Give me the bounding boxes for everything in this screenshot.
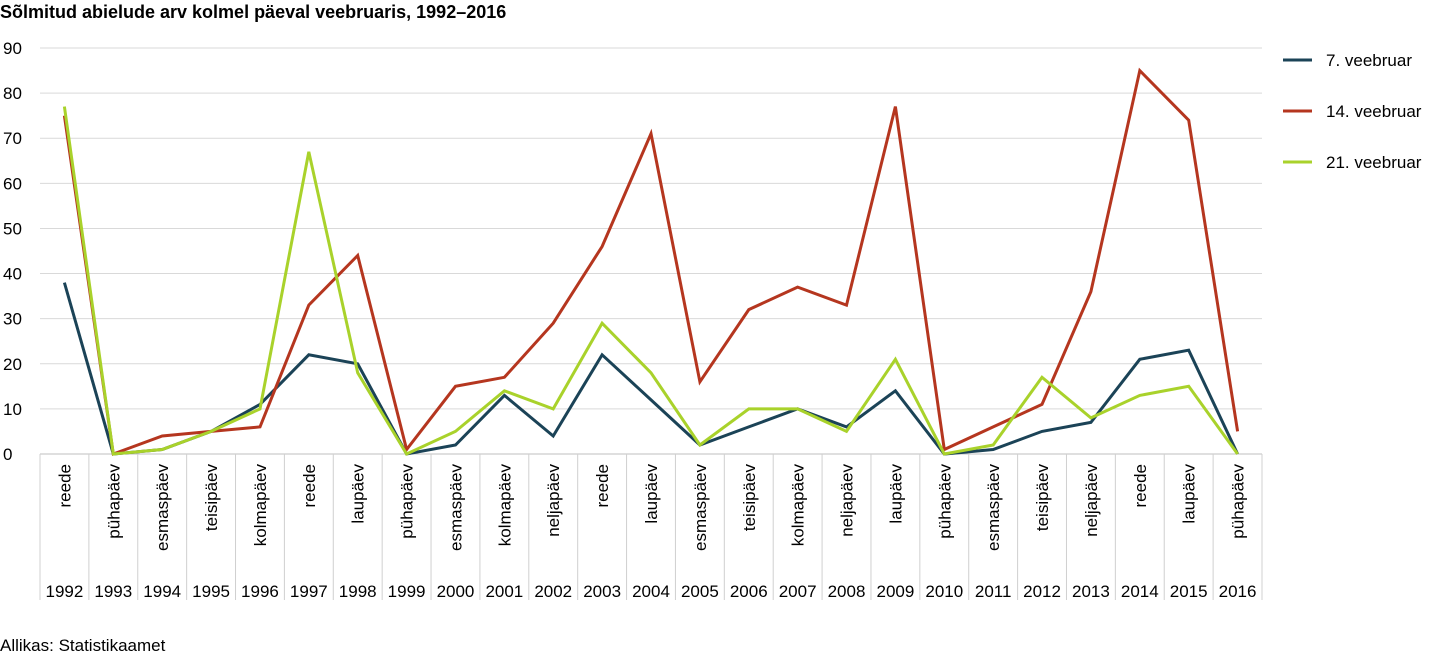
year-label: 2011 [975, 582, 1012, 601]
y-tick-label: 30 [3, 310, 22, 329]
year-label: 2002 [534, 582, 572, 601]
weekday-label: reede [300, 464, 319, 507]
y-tick-label: 90 [3, 39, 22, 58]
weekday-label: laupäev [642, 464, 661, 524]
weekday-label: pühapäev [1229, 464, 1248, 539]
grid [40, 47, 1262, 410]
weekday-label: pühapäev [935, 464, 954, 539]
series-lines [62, 67, 1240, 457]
weekday-label: reede [55, 464, 74, 507]
year-label: 1995 [192, 582, 230, 601]
year-label: 1994 [143, 582, 181, 601]
year-label: 2000 [437, 582, 475, 601]
y-tick-label: 10 [3, 400, 22, 419]
legend: 7. veebruar 14. veebruar 21. veebruar [1283, 51, 1422, 172]
year-label: 2014 [1121, 582, 1159, 601]
year-label: 1996 [241, 582, 279, 601]
weekday-label: pühapäev [104, 464, 123, 539]
weekday-label: reede [593, 464, 612, 507]
series-line-2 [62, 67, 1240, 457]
y-axis: 0 10 20 30 40 50 60 70 80 90 [3, 39, 22, 464]
year-label: 2006 [730, 582, 768, 601]
year-label: 2016 [1219, 582, 1257, 601]
weekday-label: esmaspäev [153, 464, 172, 551]
weekday-label: esmaspäev [446, 464, 465, 551]
weekday-label: laupäev [886, 464, 905, 524]
year-label: 2009 [876, 582, 914, 601]
weekday-label: teisipäev [202, 464, 221, 532]
y-tick-label: 70 [3, 129, 22, 148]
chart-title: Sõlmitud abielude arv kolmel päeval veeb… [0, 2, 507, 22]
year-label: 2010 [925, 582, 963, 601]
weekday-label: laupäev [349, 464, 368, 524]
year-label: 2012 [1023, 582, 1061, 601]
year-label: 2015 [1170, 582, 1208, 601]
y-tick-label: 0 [3, 445, 12, 464]
weekday-label: pühapäev [398, 464, 417, 539]
weekday-label: reede [1131, 464, 1150, 507]
weekday-label: kolmapäev [495, 464, 514, 547]
weekday-label: kolmapäev [789, 464, 808, 547]
year-label: 2005 [681, 582, 719, 601]
weekday-label: teisipäev [740, 464, 759, 532]
weekday-label: kolmapäev [251, 464, 270, 547]
year-label: 1992 [46, 582, 84, 601]
y-tick-label: 40 [3, 265, 22, 284]
weekday-label: esmaspäev [984, 464, 1003, 551]
legend-entry: 21. veebruar [1326, 153, 1422, 172]
y-tick-label: 60 [3, 174, 22, 193]
source-note: Allikas: Statistikaamet [0, 636, 166, 655]
weekday-label: laupäev [1180, 464, 1199, 524]
weekday-label: neljapäev [544, 464, 563, 537]
y-tick-label: 80 [3, 84, 22, 103]
year-label: 1997 [290, 582, 328, 601]
legend-entry: 14. veebruar [1326, 102, 1422, 121]
year-label: 1993 [94, 582, 132, 601]
x-axis: reede 1992 pühapäev 1993 esmaspäev 1994 teisip… [39, 453, 1263, 601]
line-chart: 0 10 20 30 40 50 60 70 80 90 reede 1992 pühapäev 199… [3, 39, 1422, 601]
legend-entry: 7. veebruar [1326, 51, 1412, 70]
year-label: 2001 [485, 582, 523, 601]
weekday-label: neljapäev [838, 464, 857, 537]
weekday-label: neljapäev [1082, 464, 1101, 537]
year-label: 1999 [388, 582, 426, 601]
y-tick-label: 20 [3, 355, 22, 374]
weekday-label: teisipäev [1033, 464, 1052, 532]
weekday-label: esmaspäev [691, 464, 710, 551]
year-label: 2008 [828, 582, 866, 601]
year-label: 2007 [779, 582, 817, 601]
year-label: 1998 [339, 582, 377, 601]
year-label: 2003 [583, 582, 621, 601]
year-label: 2004 [632, 582, 670, 601]
year-label: 2013 [1072, 582, 1110, 601]
series-line-3 [62, 106, 1239, 456]
y-tick-label: 50 [3, 219, 22, 238]
